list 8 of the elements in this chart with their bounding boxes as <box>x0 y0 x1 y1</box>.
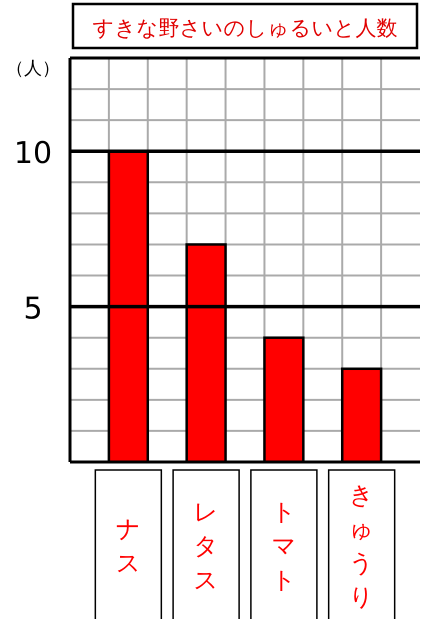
chart-title: すきな野さいのしゅるいと人数 <box>92 16 398 40</box>
x-tick-label: トマト <box>271 498 296 594</box>
y-tick-label: 10 <box>14 136 52 172</box>
x-tick-label: ナス <box>116 515 141 577</box>
x-tick-label: レタス <box>194 498 219 594</box>
x-tick-label: きゅうり <box>349 481 374 611</box>
y-tick-label: 5 <box>23 292 43 327</box>
y-axis-title: （人） <box>6 58 60 79</box>
